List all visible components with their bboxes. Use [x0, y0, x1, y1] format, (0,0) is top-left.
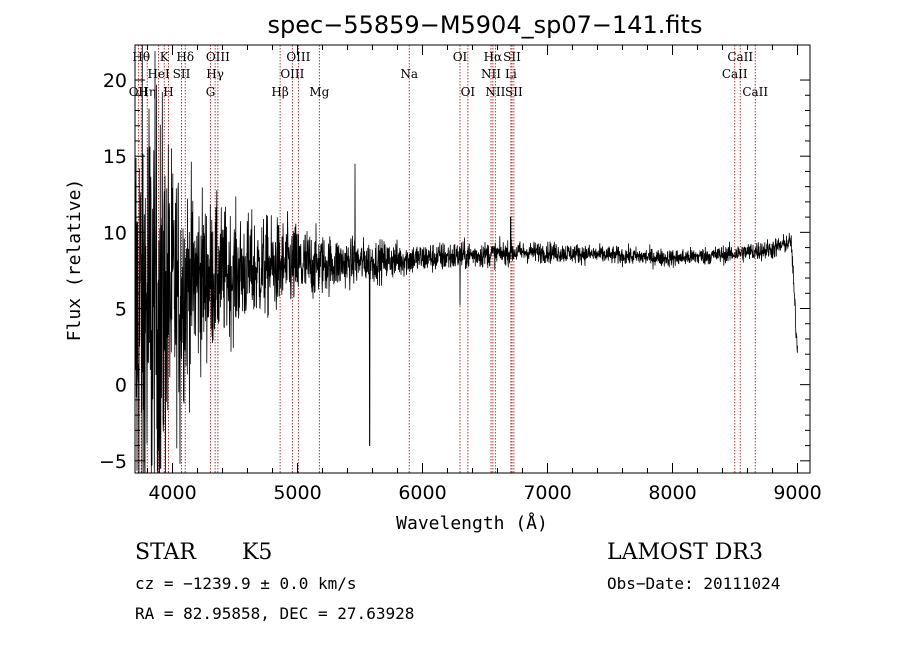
- x-axis-ticks: 4000 5000 6000 7000 8000 9000: [147, 45, 822, 504]
- x-tick-label: 9000: [773, 482, 821, 504]
- spectral-line-label: OIII: [280, 67, 304, 81]
- x-tick-label: 8000: [648, 482, 696, 504]
- x-axis-label: Wavelength (Å): [396, 512, 548, 534]
- spectral-line-label: HeI: [147, 67, 170, 81]
- spectral-line-label: OII: [129, 85, 149, 99]
- spectral-line-labels: OIIHθHηHeIKHSIIHδGHγOIIIHβOIIIOIIIMgNaOI…: [129, 50, 769, 99]
- y-tick-label: 20: [103, 70, 127, 92]
- y-tick-label: 15: [103, 146, 127, 168]
- redshift-velocity: cz = −1239.9 ± 0.0 km/s: [135, 574, 357, 593]
- spectral-line-label: Hα: [484, 50, 503, 64]
- y-tick-label: 0: [115, 375, 127, 397]
- chart-title: spec−55859−M5904_sp07−141.fits: [268, 11, 703, 39]
- spectral-line-label: H: [163, 85, 173, 99]
- spectral-line-label: Hγ: [206, 67, 224, 81]
- spectral-line-label: OIII: [286, 50, 310, 64]
- spectral-line-label: SII: [173, 67, 191, 81]
- y-axis-label: Flux (relative): [64, 179, 85, 342]
- spectral-line-label: CaII: [722, 67, 748, 81]
- spectral-line-label: Hδ: [176, 50, 194, 64]
- spectrum-line: [134, 44, 798, 474]
- spectral-line-label: OI: [453, 50, 468, 64]
- spectral-line-label: OI: [461, 85, 476, 99]
- x-tick-label: 4000: [148, 482, 196, 504]
- spectral-line-label: CaII: [727, 50, 753, 64]
- spectral-line-label: SII: [505, 85, 523, 99]
- y-tick-label: 5: [115, 299, 127, 321]
- object-class: STAR: [135, 540, 197, 565]
- spectral-line-label: NII: [481, 67, 501, 81]
- spectral-line-label: Li: [505, 67, 517, 81]
- spectral-line-label: Hη: [138, 85, 156, 99]
- y-axis-ticks: −5 0 5 10 15 20: [99, 70, 810, 473]
- spectrum-trace: [134, 44, 798, 474]
- spectral-line-label: Hβ: [271, 85, 288, 99]
- spectral-line-label: CaII: [742, 85, 768, 99]
- object-subclass: K5: [242, 540, 272, 565]
- survey-name: LAMOST DR3: [607, 540, 763, 565]
- spectral-line-label: Na: [400, 67, 418, 81]
- sky-coordinates: RA = 82.95858, DEC = 27.63928: [135, 604, 414, 623]
- x-tick-label: 6000: [398, 482, 446, 504]
- y-tick-label: −5: [99, 451, 127, 473]
- spectral-line-label: Mg: [309, 85, 329, 99]
- x-tick-label: 5000: [273, 482, 321, 504]
- spectral-line-label: OIII: [206, 50, 230, 64]
- spectral-line-label: SII: [503, 50, 521, 64]
- spectral-line-label: K: [160, 50, 170, 64]
- spectral-line-label: Hθ: [132, 50, 150, 64]
- x-tick-label: 7000: [523, 482, 571, 504]
- spectral-line-label: G: [206, 85, 216, 99]
- spectral-line-label: NII: [485, 85, 505, 99]
- y-tick-label: 10: [103, 222, 127, 244]
- observation-date: Obs−Date: 20111024: [607, 574, 780, 593]
